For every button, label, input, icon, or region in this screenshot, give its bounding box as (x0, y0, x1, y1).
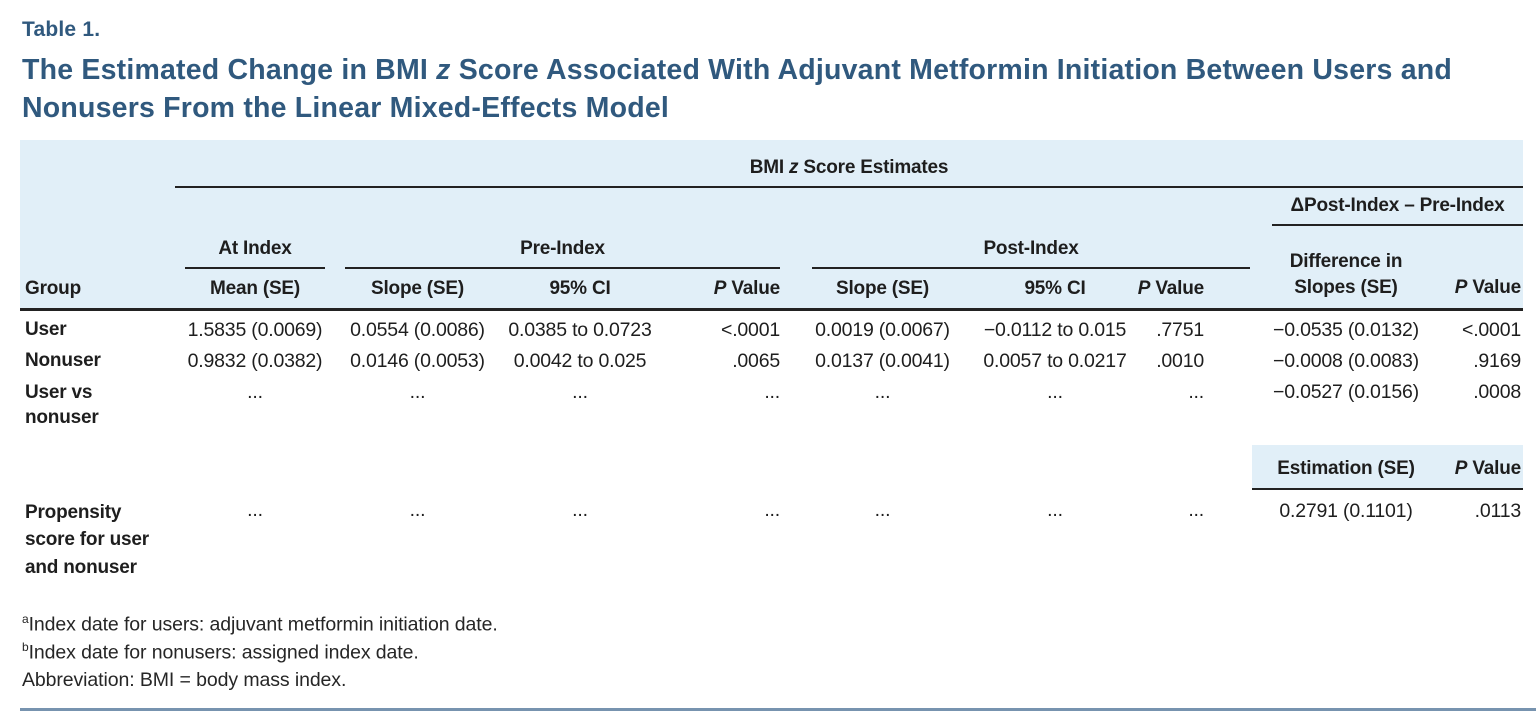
header-mean-se: Mean (SE) (175, 268, 335, 312)
cell-mean: 1.5835 (0.0069) (187, 319, 323, 342)
spanner-row-groups: At Index Pre-Index Post-Index Difference… (20, 225, 1523, 312)
header-group: Group (20, 268, 175, 312)
row-label: User (25, 319, 67, 341)
title-text-prefix: The Estimated Change in BMI (22, 54, 437, 86)
header-post-slope-se: Slope (SE) (790, 268, 975, 312)
bmi-z-score-table: BMI z Score Estimates ΔPost-Index – Pre-… (20, 139, 1523, 582)
cell-post-slope: 0.0137 (0.0041) (815, 350, 950, 373)
spanner-top-suffix: Score Estimates (798, 156, 949, 178)
cell-mean: ... (247, 498, 263, 521)
header-cell-empty (20, 139, 175, 188)
cell-post-slope: 0.0019 (0.0067) (815, 319, 950, 342)
cell-post-ci: −0.0112 to 0.015 (983, 319, 1127, 342)
cell-post-p: .7751 (1156, 319, 1204, 342)
cell-estimation-p: .0113 (1474, 499, 1522, 522)
spanner-delta-post-pre: ΔPost-Index – Pre-Index (1252, 187, 1523, 226)
table-row-nonuser: Nonuser 0.9832 (0.0382) 0.0146 (0.0053) … (20, 342, 1523, 373)
cell-diff: −0.0527 (0.0156) (1273, 381, 1419, 404)
cell-post-ci: ... (1047, 381, 1063, 404)
title-text-suffix: Score Associated With Adjuvant Metformin… (22, 54, 1452, 124)
row-label: Propensity score for user and nonuser (25, 501, 149, 578)
cell-pre-ci: 0.0385 to 0.0723 (508, 319, 652, 342)
cell-pre-p: .0065 (732, 350, 780, 373)
cell-post-slope: ... (874, 498, 891, 521)
spanner-bmi-z-score-estimates: BMI z Score Estimates (175, 139, 1523, 188)
cell-diff: −0.0008 (0.0083) (1273, 350, 1419, 373)
cell-pre-ci: 0.0042 to 0.025 (513, 350, 647, 373)
header-cell-empty (20, 187, 1252, 226)
cell-mean: ... (247, 381, 263, 404)
footnotes: aIndex date for users: adjuvant metformi… (22, 611, 1523, 694)
spanner-top-italic: z (789, 156, 799, 178)
cell-post-p: ... (1188, 381, 1204, 404)
cell-post-p: .0010 (1156, 350, 1204, 373)
table-row-propensity-score: Propensity score for user and nonuser ..… (20, 489, 1523, 582)
cell-diff: −0.0535 (0.0132) (1273, 319, 1419, 342)
table-row-user: User 1.5835 (0.0069) 0.0554 (0.0086) 0.0… (20, 310, 1523, 343)
title-italic-z: z (436, 54, 451, 86)
cell-diff-p: .9169 (1473, 350, 1521, 373)
cell-pre-ci: ... (572, 381, 588, 404)
header-pre-95ci: 95% CI (500, 268, 660, 312)
cell-post-slope: ... (874, 381, 891, 404)
header-pre-slope-se: Slope (SE) (335, 268, 500, 312)
spanner-post-index: Post-Index (790, 225, 1252, 269)
spacer-row (20, 431, 1523, 445)
header-cell-empty (20, 445, 1252, 489)
cell-diff-p: <.0001 (1462, 319, 1521, 342)
page-title: The Estimated Change in BMI z Score Asso… (22, 52, 1492, 128)
footnote-abbreviation: Abbreviation: BMI = body mass index. (22, 668, 347, 691)
bottom-divider-rule (20, 708, 1536, 711)
cell-pre-p: ... (764, 498, 780, 521)
spanner-at-index: At Index (175, 225, 335, 269)
table-row-user-vs-nonuser: User vs nonuser ... ... ... ... ... ... … (20, 373, 1523, 430)
cell-pre-slope: 0.0554 (0.0086) (350, 319, 485, 342)
cell-pre-slope: ... (409, 381, 426, 404)
cell-pre-slope: ... (409, 498, 426, 521)
header-estimation-se: Estimation (SE) (1252, 444, 1440, 490)
cell-mean: 0.9832 (0.0382) (187, 350, 323, 373)
spanner-row-top: BMI z Score Estimates (20, 139, 1523, 188)
cell-pre-p: <.0001 (721, 319, 780, 342)
header-p-value-delta: P Value (1440, 225, 1523, 312)
header-post-95ci: 95% CI (975, 268, 1135, 312)
cell-diff-p: .0008 (1473, 381, 1521, 404)
row-label: Nonuser (25, 350, 101, 372)
cell-post-ci: ... (1047, 498, 1063, 521)
header-cell-empty (20, 225, 175, 269)
header-difference-in-slopes: Difference in Slopes (SE) (1252, 225, 1440, 312)
cell-pre-ci: ... (572, 498, 588, 521)
cell-estimation: 0.2791 (0.1101) (1279, 499, 1413, 522)
column-header-row: Group Mean (SE) Slope (SE) 95% CI P Valu… (20, 268, 1523, 312)
header-p-value-estimation: P Value (1440, 444, 1523, 490)
table-label: Table 1. (22, 18, 101, 41)
cell-post-ci: 0.0057 to 0.0217 (983, 350, 1127, 373)
spanner-row-delta: ΔPost-Index – Pre-Index (20, 187, 1523, 226)
footnote-b: bIndex date for nonusers: assigned index… (22, 640, 419, 664)
footnote-a: aIndex date for users: adjuvant metformi… (22, 612, 498, 636)
header-pre-p-value: P Value (660, 268, 790, 312)
estimation-header-row: Estimation (SE) P Value (20, 444, 1523, 490)
spanner-pre-index: Pre-Index (335, 225, 790, 269)
header-post-p-value: P Value (1135, 268, 1252, 312)
footnote-marker: a (22, 612, 29, 627)
row-label: User vs nonuser (25, 382, 99, 428)
cell-pre-p: ... (764, 381, 780, 404)
cell-pre-slope: 0.0146 (0.0053) (350, 350, 485, 373)
footnote-marker: b (22, 640, 29, 655)
cell-post-p: ... (1188, 498, 1204, 521)
spanner-top-prefix: BMI (749, 156, 790, 178)
